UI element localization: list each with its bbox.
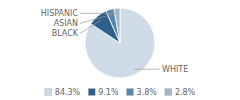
legend-label: 3.8% bbox=[137, 88, 158, 97]
chart: HISPANICASIANBLACK WHITE 84.3% 9.1% 3.8% 2.8% bbox=[0, 0, 240, 100]
leader-line bbox=[134, 69, 160, 70]
slice-label: WHITE bbox=[162, 65, 188, 74]
slices bbox=[85, 8, 155, 78]
leader-line bbox=[80, 13, 117, 14]
legend-swatch bbox=[165, 89, 172, 96]
leader-line bbox=[80, 20, 101, 33]
slice-label: HISPANIC bbox=[41, 9, 79, 18]
legend-swatch bbox=[45, 89, 52, 96]
leader-line bbox=[80, 15, 111, 24]
legend-swatch bbox=[88, 89, 95, 96]
legend-swatch bbox=[127, 89, 134, 96]
pie-slice bbox=[85, 8, 155, 78]
slice-label: BLACK bbox=[52, 29, 79, 38]
slice-label: ASIAN bbox=[54, 19, 78, 28]
legend-label: 9.1% bbox=[98, 88, 119, 97]
legend-label: 2.8% bbox=[175, 88, 196, 97]
legend: 84.3% 9.1% 3.8% 2.8% bbox=[45, 88, 196, 97]
legend-label: 84.3% bbox=[55, 88, 81, 97]
